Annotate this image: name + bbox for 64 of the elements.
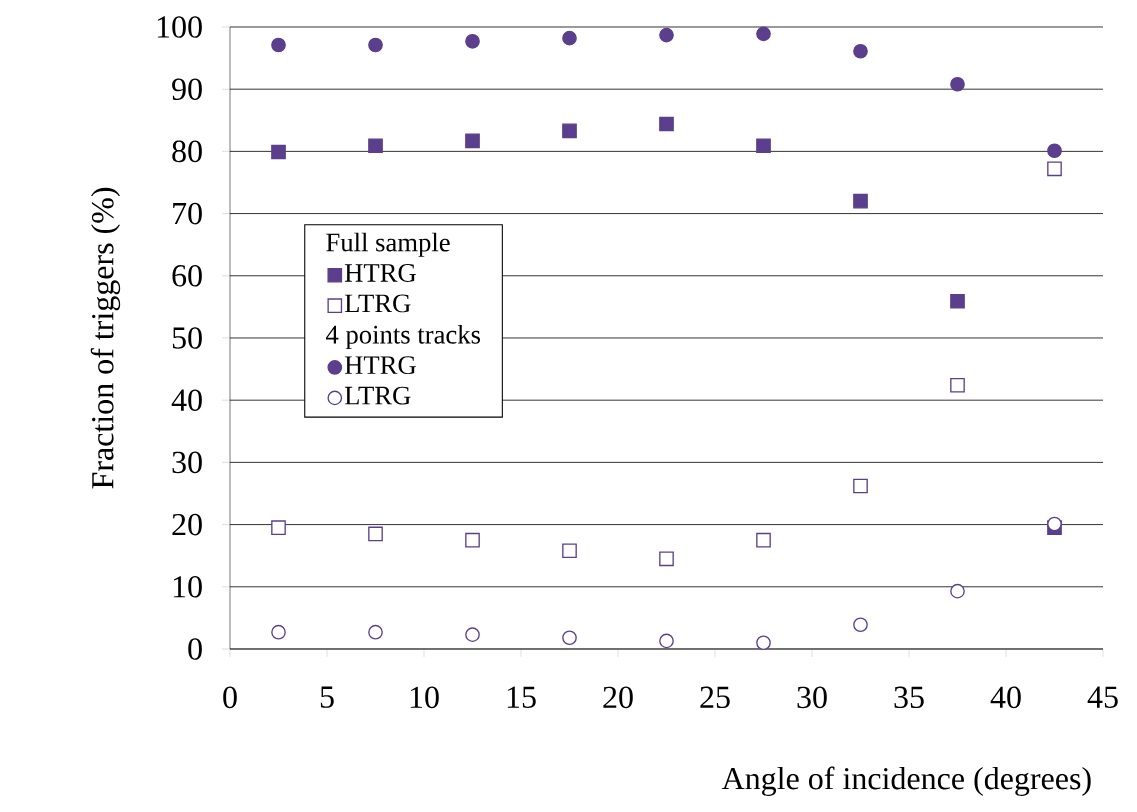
- y-axis-title: Fraction of triggers (%): [90, 187, 121, 489]
- y-tick-label: 20: [172, 513, 202, 536]
- legend-label: HTRG: [344, 264, 416, 282]
- point: [368, 138, 383, 154]
- x-tick-label: 45: [1087, 686, 1118, 708]
- point: [271, 520, 286, 536]
- x-tick-label: 15: [507, 686, 536, 709]
- y-tick-label: 100: [157, 16, 202, 38]
- point: [465, 133, 480, 149]
- point: [950, 583, 965, 599]
- y-tick-label: 80: [172, 140, 202, 163]
- x-tick-label: 30: [797, 686, 827, 709]
- point: [562, 30, 577, 46]
- y-tick-label: 30: [172, 451, 202, 474]
- annotation: Full sample: [326, 232, 450, 257]
- point: [465, 33, 480, 49]
- point: [853, 478, 868, 494]
- point: [756, 138, 771, 154]
- annotation: 4 points tracks: [325, 324, 481, 350]
- y-tick-label: 70: [173, 202, 202, 225]
- y-tick-label: 50: [172, 327, 202, 349]
- point: [271, 37, 286, 53]
- x-tick-label: 0: [223, 686, 237, 709]
- point: [368, 526, 383, 542]
- point: [756, 532, 771, 548]
- point: [1047, 161, 1062, 177]
- point: [1047, 516, 1062, 532]
- point: [562, 123, 577, 139]
- point: [853, 43, 868, 59]
- x-tick-label: 40: [990, 686, 1021, 709]
- y-tick-label: 10: [173, 575, 202, 598]
- point: [659, 116, 674, 132]
- legend-label: LTRG: [344, 294, 411, 313]
- point: [368, 37, 383, 53]
- point: [465, 532, 480, 548]
- point: [659, 27, 674, 43]
- y-tick-label: 0: [188, 638, 202, 660]
- legend-label: LTRG: [344, 386, 411, 405]
- point: [950, 293, 965, 309]
- point: [756, 26, 771, 42]
- y-tick-label: 40: [171, 389, 202, 411]
- point: [853, 193, 868, 209]
- x-tick-label: 20: [603, 686, 633, 709]
- point: [659, 551, 674, 567]
- point: [659, 633, 674, 649]
- x-tick-label: 5: [320, 686, 334, 708]
- point: [368, 624, 383, 640]
- point: [562, 543, 577, 559]
- y-tick-label: 60: [172, 264, 202, 287]
- point: [853, 617, 868, 633]
- x-tick-label: 25: [700, 686, 730, 709]
- point: [271, 624, 286, 640]
- legend-label: HTRG: [344, 356, 416, 375]
- point: [756, 635, 771, 651]
- x-axis-title: Angle of incidence (degrees): [721, 766, 1091, 797]
- x-tick-label: 35: [894, 686, 924, 709]
- point: [271, 144, 286, 160]
- y-tick-label: 90: [172, 78, 202, 100]
- point: [465, 627, 480, 643]
- x-tick-label: 10: [410, 686, 439, 709]
- point: [562, 630, 577, 646]
- point: [950, 76, 965, 92]
- point: [1047, 143, 1062, 159]
- point: [950, 377, 965, 393]
